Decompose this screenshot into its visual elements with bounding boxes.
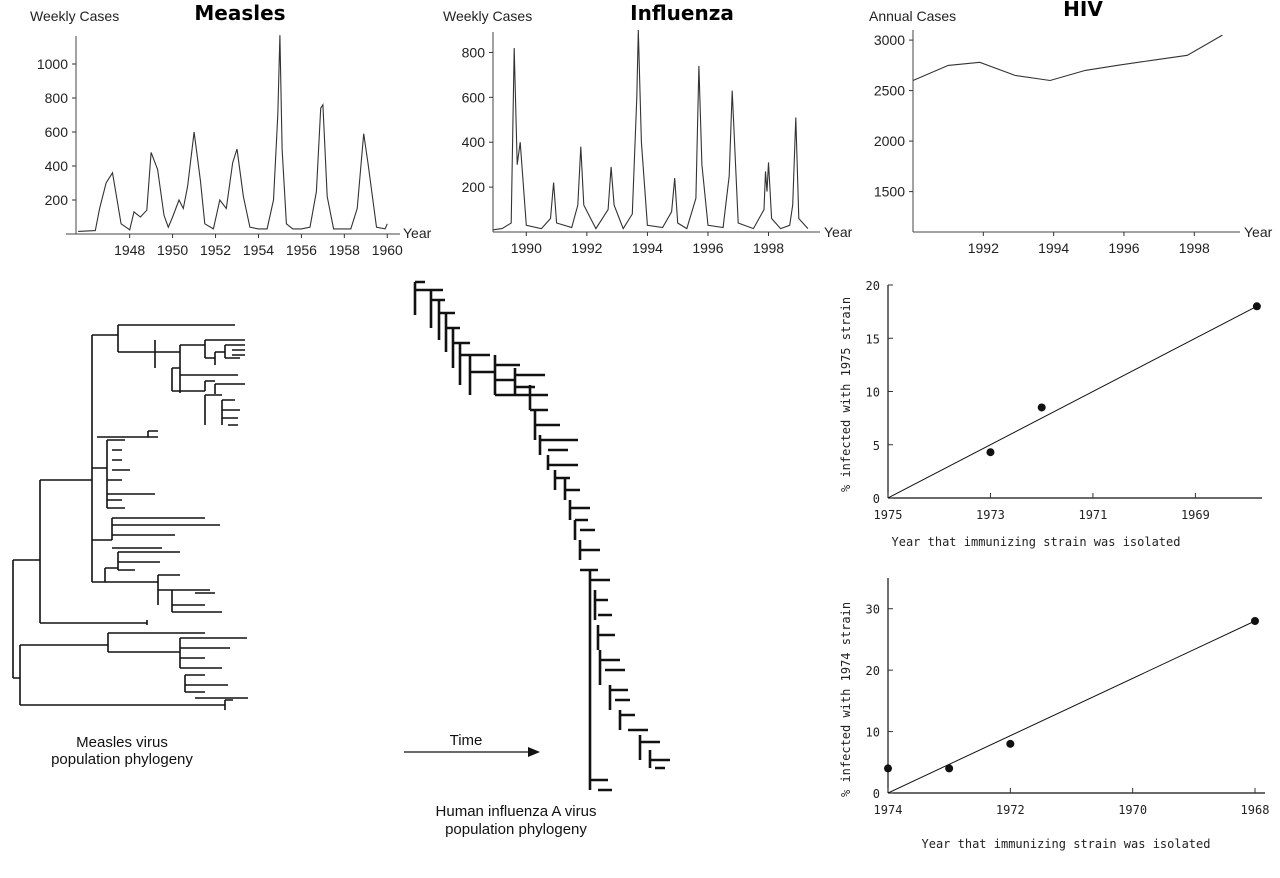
y-tick-label: 0: [873, 787, 880, 801]
y-tick-label: 2000: [874, 133, 905, 149]
x-tick-label: 1950: [157, 242, 188, 258]
x-tick-label: 1974: [874, 803, 903, 817]
influenza-phylogeny-caption-line2: population phylogeny: [445, 821, 587, 838]
x-tick-label: 1972: [996, 803, 1025, 817]
y-tick-label: 1500: [874, 184, 905, 200]
y-tick-label: 20: [866, 664, 880, 678]
scatter-1974-chart: % infected with 1974 strain Year that im…: [839, 578, 1269, 851]
scatter-point: [945, 764, 954, 773]
measles-tree-root: [12, 324, 248, 710]
x-tick-label: 1969: [1181, 508, 1210, 522]
y-tick-label: 400: [462, 134, 486, 150]
x-tick-label: 1998: [1179, 240, 1210, 256]
x-tick-label: 1960: [372, 242, 403, 258]
x-tick-label: 1994: [1038, 240, 1069, 256]
influenza-tree-trunk: [413, 280, 670, 792]
scatter-point: [884, 764, 892, 773]
scatter-point: [1037, 403, 1046, 412]
x-tick-label: 1992: [968, 240, 999, 256]
hiv-title: HIV: [1063, 0, 1103, 21]
influenza-series-line: [492, 29, 809, 231]
x-tick-label: 1956: [286, 242, 317, 258]
y-tick-label: 2500: [874, 83, 905, 99]
scatter-point: [1252, 302, 1261, 311]
hiv-series-line: [912, 34, 1223, 82]
time-arrow-label: Time: [450, 732, 483, 749]
hiv-x-ticks: 1992 1994 1996 1998: [968, 232, 1210, 256]
x-tick-label: 1992: [571, 240, 602, 256]
x-tick-label: 1968: [1241, 803, 1270, 817]
scatter-1974-x-ticks: 1974 1972 1970 1968: [874, 788, 1270, 817]
x-tick-label: 1990: [511, 240, 542, 256]
measles-series-line: [78, 35, 388, 232]
x-tick-label: 1952: [200, 242, 231, 258]
scatter-1974-fit-line: [887, 620, 1256, 794]
scatter-1975-fit-line: [887, 305, 1258, 499]
y-tick-label: 400: [45, 158, 69, 174]
y-tick-label: 0: [873, 492, 880, 506]
scatter-1974-xlabel: Year that immunizing strain was isolated: [922, 837, 1211, 851]
x-tick-label: 1996: [692, 240, 723, 256]
scatter-1975-ylabel: % infected with 1975 strain: [839, 297, 853, 492]
hiv-chart: Annual Cases HIV Year 1500 2000 2500 3000 1…: [869, 0, 1273, 256]
measles-xlabel: Year: [403, 225, 432, 241]
x-tick-label: 1971: [1078, 508, 1107, 522]
influenza-chart: Weekly Cases Influenza Year 200 400 600 800…: [443, 1, 853, 256]
scatter-1975-points: [986, 302, 1261, 457]
hiv-xlabel: Year: [1244, 224, 1273, 240]
x-tick-label: 1973: [976, 508, 1005, 522]
hiv-ylabel: Annual Cases: [869, 8, 956, 24]
measles-y-ticks: 200 400 600 800 1000: [37, 56, 76, 208]
measles-title: Measles: [194, 1, 285, 25]
scatter-1975-chart: % infected with 1975 strain Year that im…: [839, 279, 1262, 549]
scatter-1975-xlabel: Year that immunizing strain was isolated: [892, 535, 1181, 549]
influenza-y-ticks: 200 400 600 800: [462, 44, 493, 195]
y-tick-label: 3000: [874, 32, 905, 48]
x-tick-label: 1998: [753, 240, 784, 256]
y-tick-label: 800: [45, 90, 69, 106]
time-arrow-head: [528, 747, 540, 757]
measles-chart: Weekly Cases Measles Year 200 400 600 800 10…: [30, 1, 432, 258]
scatter-1975-y-ticks: 0 5 10 15 20: [866, 279, 893, 506]
influenza-phylogeny-tree: Time Human influenza A virus population …: [404, 280, 670, 838]
y-tick-label: 5: [873, 439, 880, 453]
influenza-phylogeny-caption-line1: Human influenza A virus: [436, 803, 597, 820]
measles-phylogeny-tree: Measles virus population phylogeny: [12, 324, 248, 768]
y-tick-label: 30: [866, 603, 880, 617]
influenza-title: Influenza: [630, 1, 734, 25]
scatter-1975-x-ticks: 1975 1973 1971 1969: [874, 493, 1210, 522]
x-tick-label: 1948: [114, 242, 145, 258]
scatter-point: [1006, 739, 1015, 748]
x-tick-label: 1970: [1118, 803, 1147, 817]
x-tick-label: 1994: [632, 240, 663, 256]
scatter-1974-points: [884, 617, 1259, 773]
y-tick-label: 600: [462, 89, 486, 105]
measles-phylogeny-caption-line1: Measles virus: [76, 734, 168, 751]
y-tick-label: 200: [462, 179, 486, 195]
x-tick-label: 1958: [329, 242, 360, 258]
scatter-point: [1251, 617, 1259, 625]
measles-phylogeny-caption-line2: population phylogeny: [51, 751, 193, 768]
measles-ylabel: Weekly Cases: [30, 8, 119, 24]
y-tick-label: 600: [45, 124, 69, 140]
y-tick-label: 800: [462, 44, 486, 60]
x-tick-label: 1996: [1108, 240, 1139, 256]
scatter-1974-y-ticks: 0 10 20 30: [866, 603, 893, 801]
y-tick-label: 10: [866, 386, 880, 400]
y-tick-label: 1000: [37, 56, 68, 72]
measles-x-ticks: 1948 1950 1952 1954 1956 1958 1960: [114, 234, 403, 258]
influenza-ylabel: Weekly Cases: [443, 8, 532, 24]
y-tick-label: 20: [866, 279, 880, 293]
scatter-1974-ylabel: % infected with 1974 strain: [839, 602, 853, 797]
influenza-x-ticks: 1990 1992 1994 1996 1998: [511, 232, 784, 256]
x-tick-label: 1954: [243, 242, 274, 258]
x-tick-label: 1975: [874, 508, 903, 522]
y-tick-label: 15: [866, 332, 880, 346]
y-tick-label: 200: [45, 192, 69, 208]
hiv-y-ticks: 1500 2000 2500 3000: [874, 32, 913, 200]
influenza-xlabel: Year: [824, 224, 853, 240]
scatter-point: [986, 448, 995, 457]
y-tick-label: 10: [866, 726, 880, 740]
